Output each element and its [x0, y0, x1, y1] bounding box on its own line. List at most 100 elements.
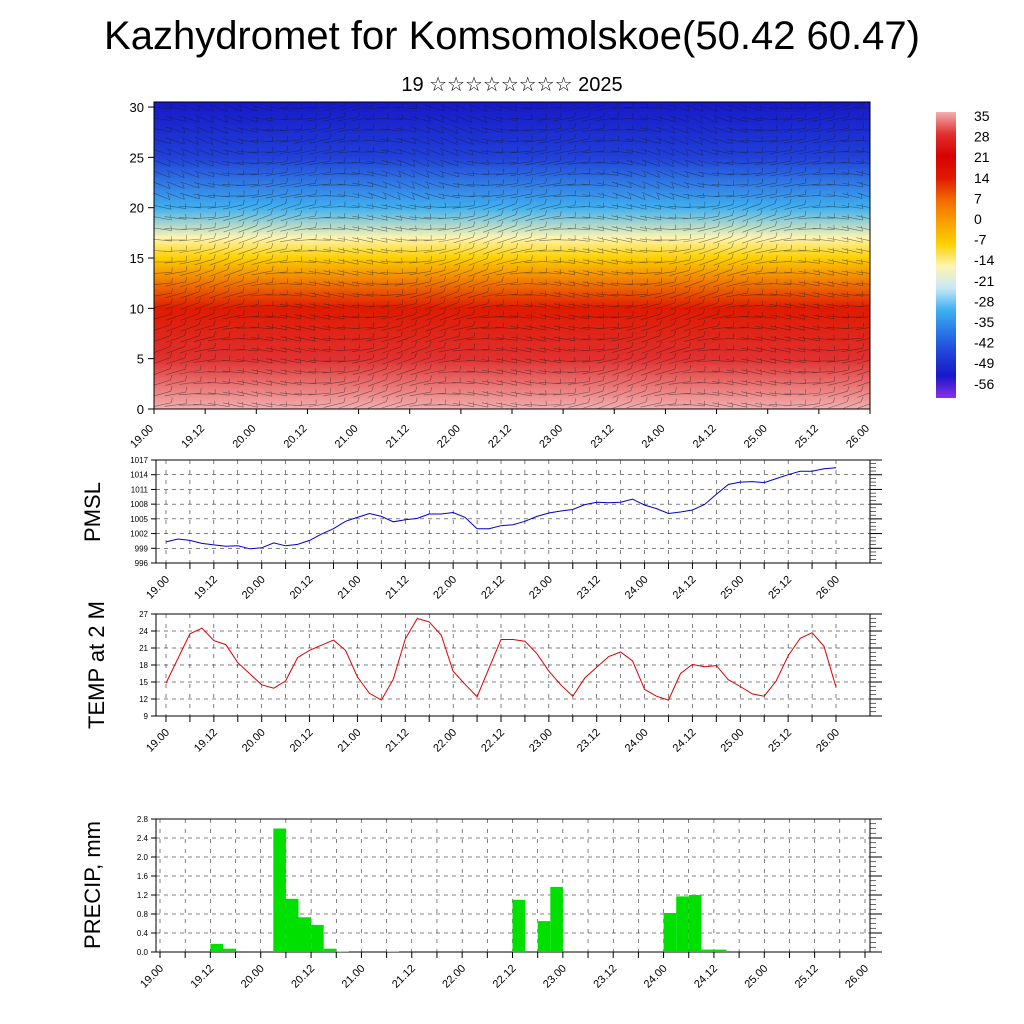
- wind-barbs: [154, 102, 870, 409]
- x-tick-label: 25.12: [793, 963, 821, 991]
- precip-bar: [663, 913, 677, 952]
- y-tick-label: 999: [135, 544, 149, 553]
- chart-subtitle: 19 ☆☆☆☆☆☆☆☆ 2025: [401, 74, 623, 96]
- x-tick-label: 26.00: [814, 727, 842, 755]
- precip-bar: [323, 948, 337, 952]
- x-tick-label: 23.00: [527, 727, 555, 755]
- colorbar-scale: [936, 112, 956, 398]
- y-tick-label: 0.0: [137, 948, 149, 957]
- x-tick-label: 22.00: [431, 574, 459, 602]
- x-tick-label: 23.00: [541, 963, 569, 991]
- colorbar-label: -14: [974, 252, 994, 268]
- y-tick-label: 21: [139, 644, 148, 653]
- y-tick-label: 1002: [130, 530, 148, 539]
- heatmap-y-tick-label: 30: [130, 100, 144, 115]
- chart-title: Kazhydromet for Komsomolskoe(50.42 60.47…: [104, 14, 920, 58]
- heatmap-x-tick-label: 20.00: [230, 423, 258, 451]
- x-tick-label: 20.12: [288, 574, 316, 602]
- heatmap-y-tick-label: 20: [130, 201, 144, 216]
- x-tick-label: 19.12: [192, 574, 220, 602]
- heatmap-x-tick-label: 21.12: [384, 423, 412, 451]
- x-tick-label: 24.12: [671, 574, 699, 602]
- heatmap-x-tick-label: 20.12: [282, 423, 310, 451]
- x-tick-label: 23.12: [575, 727, 603, 755]
- y-tick-label: 9: [144, 712, 149, 721]
- x-tick-label: 20.12: [289, 963, 317, 991]
- colorbar-label: -21: [974, 273, 994, 289]
- y-tick-label: 27: [139, 610, 148, 619]
- temperature-cross-section: 0 5 10 15 20 25 30 19.00 19.12 20.00 20.12 21.00 21.…: [128, 100, 872, 451]
- y-tick-label: 996: [135, 559, 149, 568]
- precip-bar: [499, 951, 513, 952]
- temp-2m-chart: 9 12 15 18 21 24 27 19.00 19.12 20.00 20.12 21.00 21…: [84, 601, 882, 755]
- colorbar-label: -42: [974, 335, 994, 351]
- x-tick-label: 21.12: [383, 727, 411, 755]
- heatmap-x-tick-label: 26.00: [844, 423, 872, 451]
- heatmap-y-tick-label: 5: [137, 352, 144, 367]
- x-tick-label: 19.00: [144, 574, 172, 602]
- colorbar-label: -49: [974, 355, 994, 371]
- x-tick-label: 24.00: [623, 574, 651, 602]
- pmsl-series-line: [165, 467, 837, 550]
- colorbar-label: 35: [974, 108, 990, 124]
- y-tick-label: 24: [139, 627, 148, 636]
- x-tick-label: 26.00: [814, 574, 842, 602]
- heatmap-y-tick-label: 0: [137, 402, 144, 417]
- heatmap-x-tick-label: 23.12: [588, 423, 616, 451]
- x-tick-label: 19.00: [138, 963, 166, 991]
- heatmap-x-tick-label: 22.00: [435, 423, 463, 451]
- heatmap-x-tick-label: 24.12: [691, 423, 719, 451]
- wind-barb-path: [154, 102, 870, 409]
- precip-bar: [701, 949, 714, 952]
- x-tick-label: 25.00: [718, 574, 746, 602]
- precip-bar: [386, 951, 400, 952]
- x-tick-label: 23.00: [527, 574, 555, 602]
- heatmap-x-tick-label: 19.12: [179, 423, 207, 451]
- heatmap-y-tick-label: 15: [130, 251, 144, 266]
- precip-bar: [550, 886, 563, 952]
- colorbar-label: 0: [974, 211, 982, 227]
- pmsl-chart: 996 999 1002 1005 1008 1011 1014 1017 19.00 19.12…: [80, 456, 882, 602]
- heatmap-x-tick-label: 21.00: [333, 423, 361, 451]
- y-tick-label: 1017: [130, 456, 148, 465]
- precip-bar: [285, 898, 299, 952]
- colorbar-label: 21: [974, 149, 990, 165]
- x-tick-label: 23.12: [575, 574, 603, 602]
- precip-bar: [688, 895, 702, 952]
- x-tick-label: 22.12: [479, 574, 507, 602]
- temp-series-line: [165, 617, 837, 701]
- precip-bar: [713, 949, 727, 952]
- x-tick-label: 22.00: [440, 963, 468, 991]
- x-tick-label: 21.12: [383, 574, 411, 602]
- x-tick-label: 19.12: [189, 963, 217, 991]
- y-tick-label: 1008: [130, 500, 148, 509]
- precip-bar: [537, 921, 551, 952]
- x-tick-label: 21.12: [390, 963, 418, 991]
- heatmap-x-tick-label: 25.12: [793, 423, 821, 451]
- y-tick-label: 2.8: [137, 815, 149, 824]
- precip-bar: [273, 828, 286, 952]
- y-tick-label: 18: [139, 661, 148, 670]
- y-tick-label: 15: [139, 678, 148, 687]
- x-tick-label: 21.00: [340, 963, 368, 991]
- colorbar-label: -28: [974, 293, 994, 309]
- y-axis-label: PMSL: [80, 482, 105, 542]
- x-tick-label: 22.12: [479, 727, 507, 755]
- heatmap-field: [154, 102, 870, 409]
- precip-bar: [487, 951, 500, 952]
- x-tick-label: 20.00: [239, 963, 267, 991]
- colorbar-label: 7: [974, 190, 982, 206]
- y-tick-label: 0.8: [137, 910, 149, 919]
- precip-bar: [676, 896, 689, 952]
- x-tick-label: 24.00: [623, 727, 651, 755]
- precip-bar: [222, 948, 236, 952]
- x-tick-label: 23.12: [591, 963, 619, 991]
- heatmap-x-tick-label: 25.00: [742, 423, 770, 451]
- heatmap-x-tick-label: 24.00: [640, 423, 668, 451]
- precip-bar: [512, 899, 526, 953]
- x-tick-label: 25.00: [718, 727, 746, 755]
- colorbar-label: -7: [974, 232, 987, 248]
- x-tick-label: 19.12: [192, 727, 220, 755]
- heatmap-x-tick-label: 19.00: [128, 423, 156, 451]
